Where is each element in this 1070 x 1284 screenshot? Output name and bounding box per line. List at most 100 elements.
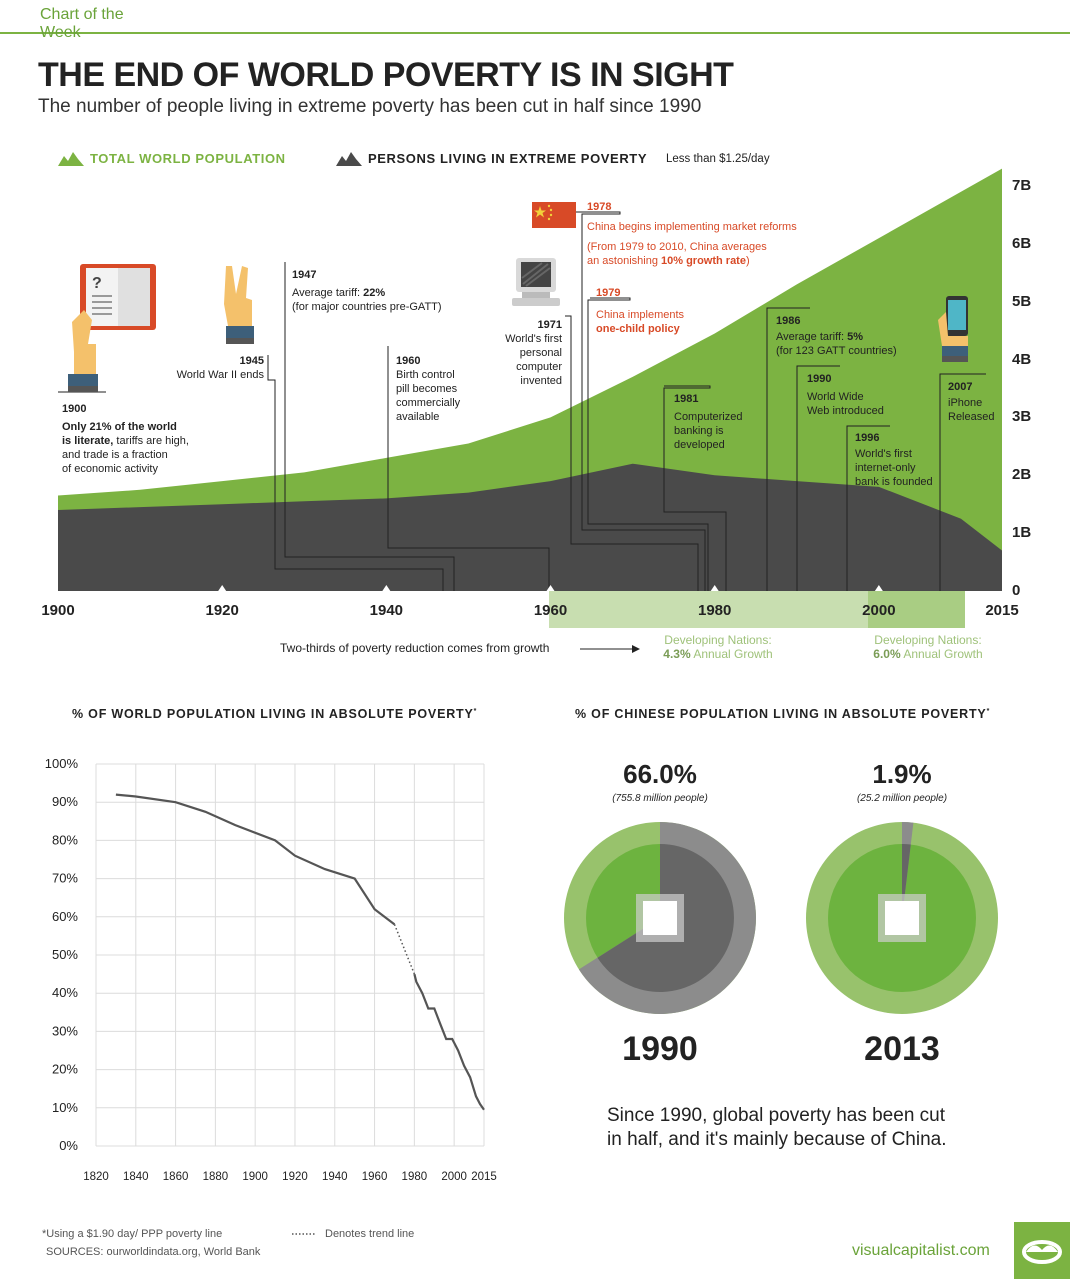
event-1979-t2: one-child policy [596, 323, 680, 335]
pie-chart-title-asterisk: * [986, 707, 991, 715]
line-x-tick-1900: 1900 [242, 1171, 268, 1183]
event-1945: 1945 World War II ends [150, 354, 264, 382]
line-chart-title: % OF WORLD POPULATION LIVING IN ABSOLUTE… [72, 707, 477, 721]
event-2007-t1: iPhone [948, 397, 983, 409]
line-x-tick-2000: 2000 [441, 1171, 467, 1183]
poverty-line-early [115, 793, 396, 926]
event-1986-t1: Average tariff: [776, 331, 848, 343]
event-1996: 1996 World's first internet-only bank is… [855, 431, 933, 489]
line-x-tick-1860: 1860 [163, 1171, 189, 1183]
event-1996-t1: World's first [855, 448, 912, 460]
pie-2013-coin-hole [885, 901, 919, 935]
brand-logo-icon [1022, 1240, 1062, 1264]
y-tick-label-0: 0 [1012, 582, 1021, 599]
event-1978-t3: an astonishing [587, 255, 661, 267]
y-tick-label-4B: 4B [1012, 350, 1032, 368]
event-1990-year: 1990 [807, 373, 832, 385]
event-1978-year: 1978 [587, 201, 612, 213]
poverty-line-recent [413, 973, 485, 1111]
smartphone-in-hand-icon [938, 296, 968, 362]
china-poverty-pie-charts [564, 822, 998, 1014]
event-1900-text: Only 21% of the world is literate, tariff… [62, 420, 189, 476]
pie-1990-year: 1990 [622, 1030, 698, 1068]
event-1978-line3: an astonishing 10% growth rate) [587, 254, 797, 268]
event-1978-t2: (From 1979 to 2010, China averages [587, 241, 767, 253]
line-y-tick-5: 50% [52, 947, 78, 962]
page-title: THE END OF WORLD POVERTY IS IN SIGHT [38, 56, 734, 94]
brand-logo[interactable] [1014, 1222, 1070, 1279]
event-1971-t2: personal [519, 347, 562, 359]
x-tick-marker-1920 [218, 585, 227, 591]
event-1945-year: 1945 [239, 355, 264, 367]
line-y-tick-10: 100% [45, 756, 79, 771]
line-y-tick-6: 60% [52, 909, 78, 924]
event-1996-t2: internet-only [855, 462, 916, 474]
line-x-tick-1940: 1940 [322, 1171, 348, 1183]
event-1900-t4: and trade is a fraction [62, 449, 168, 461]
event-2007-t2: Released [948, 411, 995, 423]
event-1981-year: 1981 [674, 393, 699, 405]
line-y-tick-3: 30% [52, 1023, 78, 1038]
event-1900: 1900 Only 21% of the world is literate, t… [62, 402, 189, 476]
event-1900-t1: Only 21% of the world [62, 421, 177, 433]
event-1947-year: 1947 [292, 269, 317, 281]
growth-1960-rate: 4.3% Annual Growth [640, 647, 796, 661]
event-1986-line1: Average tariff: 5% [776, 330, 897, 344]
china-flag-icon [532, 202, 576, 228]
line-x-tick-1980: 1980 [402, 1171, 428, 1183]
leader-1990 [796, 365, 840, 591]
line-x-tick-2015: 2015 [471, 1171, 497, 1183]
leader-1947 [284, 262, 455, 591]
population-area-chart [58, 168, 1002, 591]
line-y-tick-0: 0% [59, 1138, 78, 1153]
footnote: *Using a $1.90 day/ PPP poverty line [42, 1228, 223, 1240]
event-1978-t3b: 10% growth rate [661, 255, 746, 267]
poverty-trend-line [393, 924, 416, 975]
event-1986-year: 1986 [776, 315, 801, 327]
legend-poverty: PERSONS LIVING IN EXTREME POVERTY [368, 151, 648, 166]
event-1990-t1: World Wide [807, 391, 864, 403]
growth-band-2000-2010 [868, 591, 965, 628]
event-1981: 1981 Computerized banking is developed [674, 392, 742, 452]
growth-1960-value: 4.3% [663, 647, 691, 661]
growth-arrow-icon [580, 645, 640, 653]
pie-1990-coin-hole [643, 901, 677, 935]
event-1971-t3: computer [516, 361, 562, 373]
event-1979: 1979 China implements one-child policy [596, 286, 684, 336]
x-tick-label-1980: 1980 [698, 602, 732, 619]
leader-1979 [587, 297, 709, 591]
event-1947-line1: Average tariff: 22% [292, 286, 442, 300]
growth-1960-title: Developing Nations: [664, 633, 772, 647]
poverty-percent-line-chart: 0% 10% 20% 30% 40% 50% 60% 70% 80% 90% 100% 1820 184… [45, 756, 497, 1183]
y-tick-label-2B: 2B [1012, 466, 1032, 484]
event-1960-t3: commercially [396, 397, 461, 409]
x-tick-label-1900: 1900 [41, 602, 75, 619]
growth-2000-rate: 6.0% Annual Growth [850, 647, 1006, 661]
brand-link[interactable]: visualcapitalist.com [852, 1242, 990, 1259]
legend-poverty-note: Less than $1.25/day [666, 153, 770, 165]
event-1979-year: 1979 [596, 287, 621, 299]
x-tick-label-1960: 1960 [533, 602, 568, 619]
event-1960-t2: pill becomes [396, 383, 458, 395]
event-1900-t2: is literate, [62, 435, 114, 447]
growth-1960-suffix: Annual Growth [690, 647, 773, 661]
event-1996-year: 1996 [855, 432, 880, 444]
conclusion-line1: Since 1990, global poverty has been cut [607, 1105, 946, 1126]
trend-line-key-icon [292, 1233, 316, 1235]
line-x-tick-1960: 1960 [362, 1171, 388, 1183]
growth-2000-title: Developing Nations: [874, 633, 982, 647]
leader-2007 [939, 373, 986, 591]
event-1900-t3: tariffs are high, [113, 435, 189, 447]
x-tick-label-1940: 1940 [369, 602, 404, 619]
event-1979-t1: China implements [596, 309, 685, 321]
event-1947-t2: (for major countries pre-GATT) [292, 301, 442, 313]
event-1971-t4: invented [520, 375, 562, 387]
poverty-area [58, 463, 1002, 591]
x-tick-label-2000: 2000 [862, 602, 896, 619]
leader-1971 [565, 315, 699, 591]
event-1978-t1: China begins implementing market reforms [587, 221, 797, 233]
y-tick-label-5B: 5B [1012, 292, 1032, 310]
pie-2013-year: 2013 [864, 1030, 940, 1068]
computer-icon [512, 258, 560, 306]
event-1960-t4: available [396, 411, 440, 423]
